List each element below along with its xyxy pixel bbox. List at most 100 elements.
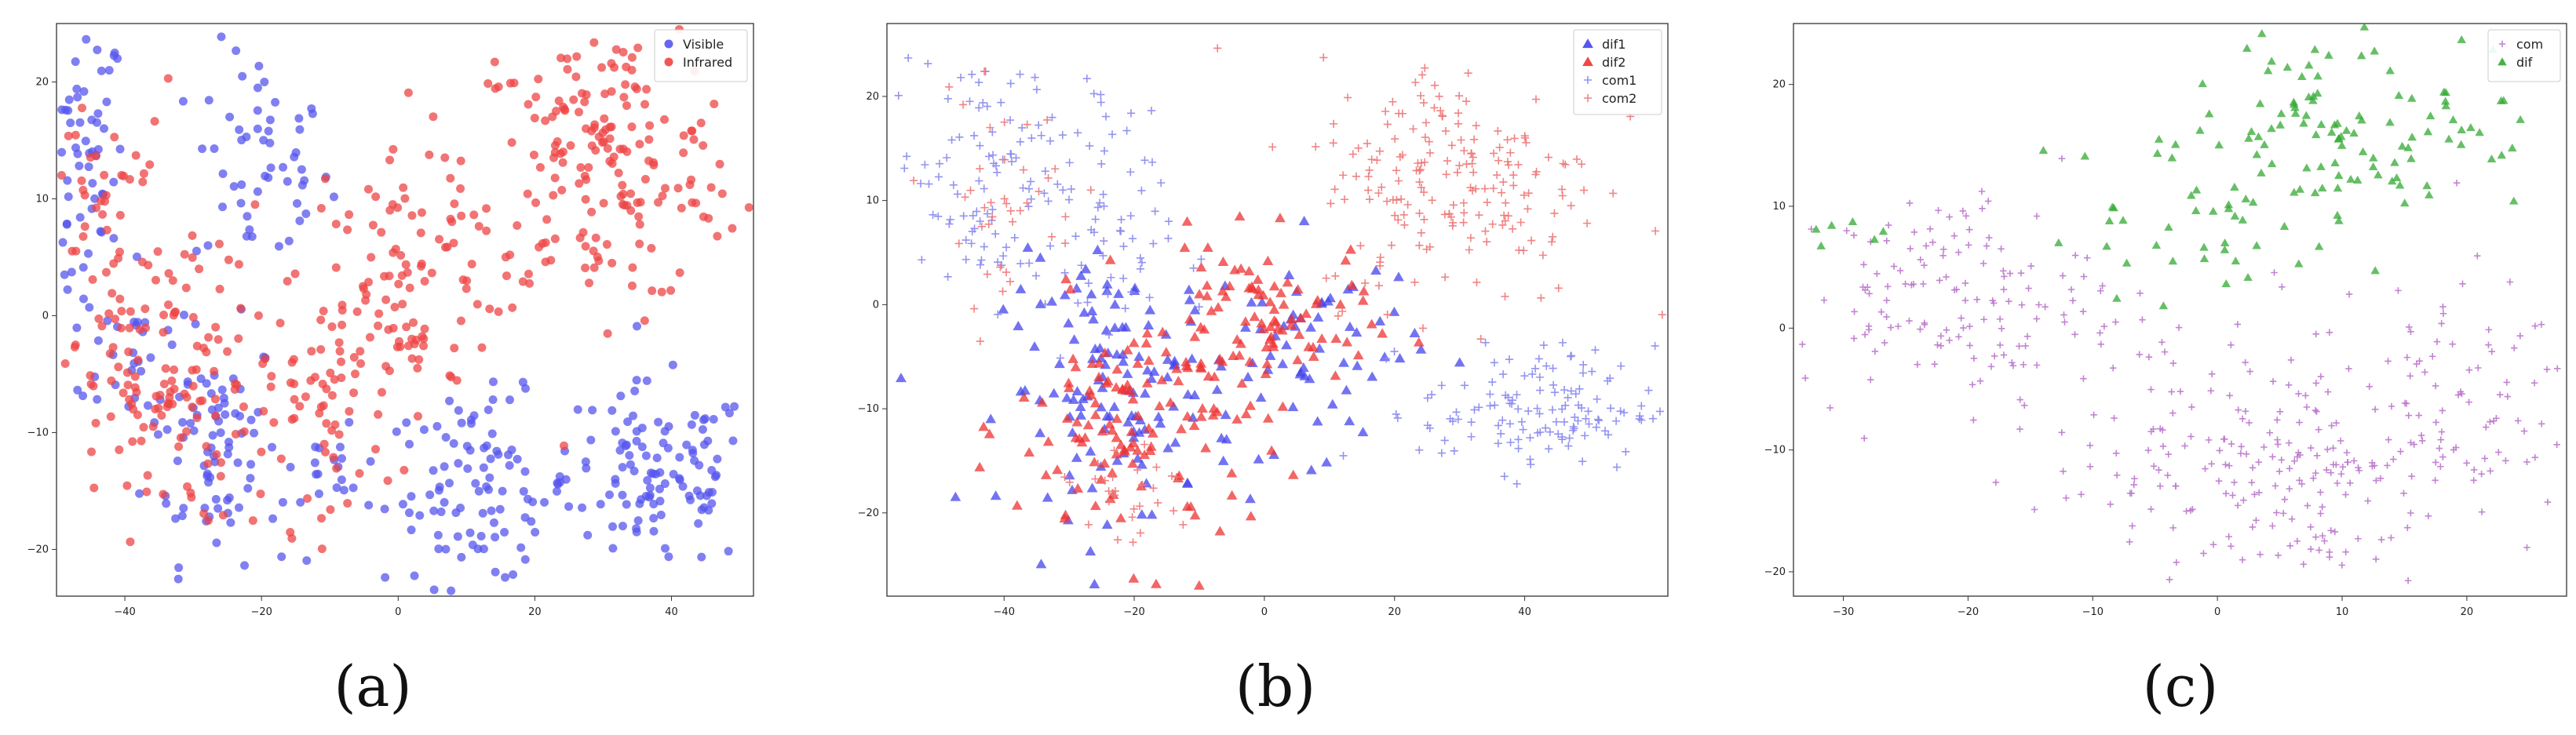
data-point — [71, 340, 80, 350]
data-point — [2222, 461, 2229, 468]
data-point — [1247, 283, 1258, 293]
data-point — [188, 402, 197, 412]
data-point — [1074, 129, 1082, 137]
data-point — [1367, 155, 1376, 164]
data-point — [63, 176, 72, 185]
data-point — [687, 175, 696, 184]
data-point — [210, 395, 220, 404]
data-point — [1580, 431, 1589, 440]
data-point — [345, 210, 354, 220]
data-point — [1085, 389, 1096, 399]
data-point — [180, 249, 189, 259]
data-point — [150, 117, 159, 126]
data-point — [1460, 147, 1469, 155]
y-tick-label: 10 — [35, 193, 49, 205]
data-point — [2377, 536, 2385, 544]
data-point — [2238, 415, 2246, 423]
data-point — [349, 352, 359, 362]
data-point — [623, 417, 633, 427]
data-point — [1425, 242, 1434, 251]
data-point — [622, 101, 631, 111]
data-point — [1147, 106, 1156, 115]
data-point — [1940, 246, 1947, 253]
data-point — [2278, 457, 2286, 464]
data-point — [572, 52, 582, 61]
data-point — [2060, 468, 2067, 475]
data-point — [980, 203, 989, 212]
data-point — [1392, 409, 1400, 419]
data-point — [2286, 465, 2293, 472]
data-point — [243, 484, 253, 493]
data-point — [2251, 491, 2258, 498]
data-point — [425, 150, 434, 159]
data-point — [943, 94, 952, 103]
data-point — [237, 136, 246, 145]
data-point — [1560, 417, 1569, 427]
data-point — [407, 492, 416, 501]
data-point — [1531, 95, 1541, 104]
data-point — [2465, 398, 2472, 406]
data-point — [1197, 255, 1206, 264]
data-point — [483, 406, 493, 415]
data-point — [1013, 320, 1024, 330]
data-point — [1012, 154, 1020, 162]
data-point — [1480, 184, 1489, 193]
data-point — [221, 409, 230, 419]
data-point — [643, 475, 652, 485]
data-point — [203, 459, 213, 468]
data-point — [2198, 79, 2207, 88]
data-point — [2456, 140, 2466, 148]
data-point — [966, 186, 975, 195]
data-point — [2439, 310, 2447, 317]
data-point — [320, 174, 330, 184]
data-point — [1415, 344, 1427, 354]
data-point — [640, 316, 649, 326]
data-point — [1025, 259, 1034, 267]
data-point — [1099, 347, 1111, 358]
data-point — [1524, 406, 1533, 416]
series-com1 — [894, 53, 1665, 488]
data-point — [105, 349, 115, 358]
data-point — [2275, 441, 2282, 448]
data-point — [1007, 150, 1016, 158]
data-point — [1084, 278, 1093, 288]
data-point — [415, 511, 425, 520]
data-point — [1189, 510, 1201, 520]
data-point — [1140, 337, 1152, 347]
data-point — [1522, 138, 1531, 147]
data-point — [377, 388, 386, 397]
data-point — [1943, 326, 1950, 333]
data-point — [151, 391, 161, 401]
data-point — [216, 471, 225, 481]
data-point — [1143, 355, 1155, 365]
data-point — [1048, 113, 1056, 122]
data-point — [608, 544, 618, 553]
data-point — [978, 421, 990, 431]
data-point — [93, 144, 103, 154]
data-point — [2385, 118, 2395, 126]
data-point — [1133, 427, 1145, 437]
data-point — [1552, 417, 1560, 426]
data-point — [610, 63, 619, 72]
data-point — [491, 533, 500, 542]
data-point — [1100, 325, 1112, 335]
data-point — [1582, 219, 1592, 227]
data-point — [1211, 406, 1223, 417]
data-point — [945, 82, 954, 91]
data-point — [2281, 496, 2289, 503]
data-point — [1419, 187, 1428, 197]
data-point — [2355, 535, 2362, 543]
data-point — [2384, 462, 2391, 469]
data-point — [93, 395, 102, 404]
data-point — [1567, 351, 1576, 360]
data-point — [2304, 502, 2311, 509]
data-point — [2439, 303, 2446, 311]
data-point — [419, 334, 429, 344]
data-point — [1472, 278, 1481, 287]
data-point — [1571, 390, 1580, 398]
data-point — [1059, 186, 1067, 195]
data-point — [1042, 436, 1054, 446]
data-point — [420, 276, 429, 286]
data-point — [212, 538, 221, 548]
data-point — [599, 198, 608, 208]
